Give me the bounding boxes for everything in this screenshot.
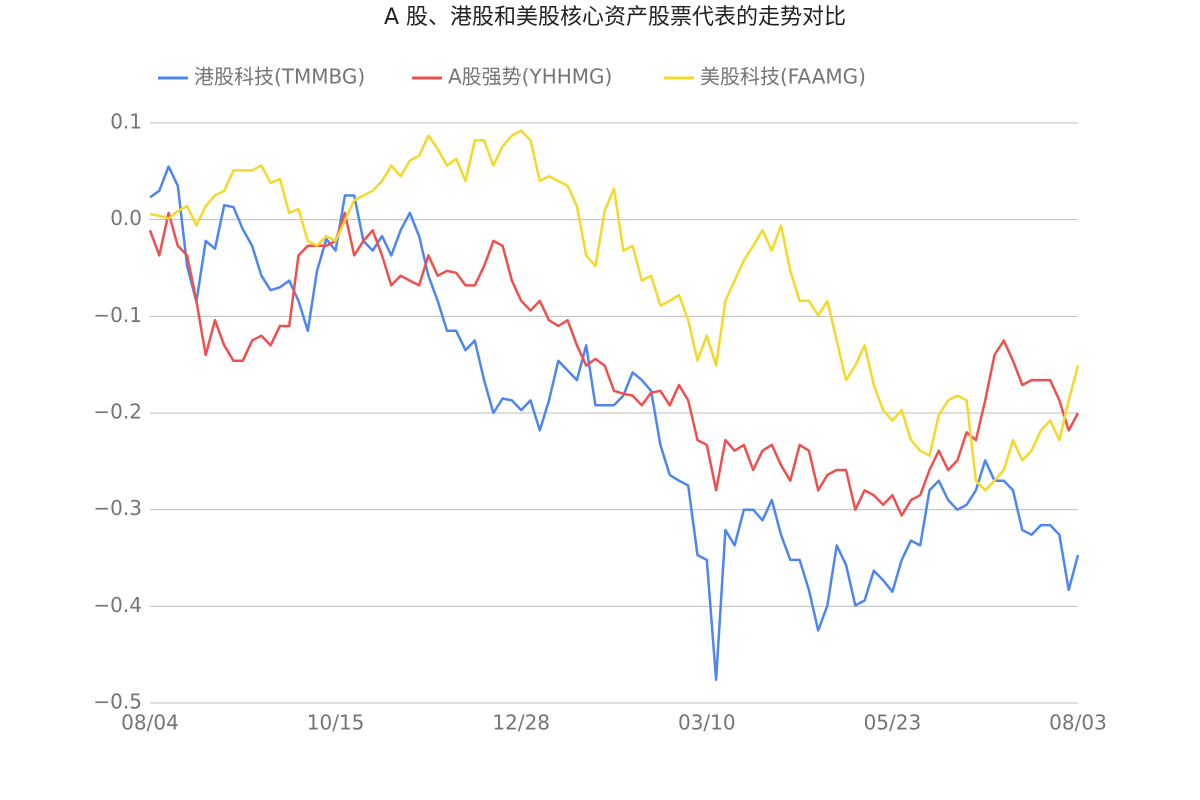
- x-tick-label: 08/04: [121, 711, 179, 735]
- x-tick-label: 03/10: [678, 711, 736, 735]
- x-tick-label: 10/15: [307, 711, 365, 735]
- series-line: [149, 129, 1080, 492]
- legend-label: A股强势(YHHMG): [448, 65, 612, 89]
- y-tick-label: −0.4: [93, 593, 142, 617]
- y-tick-label: −0.3: [93, 496, 142, 520]
- x-tick-label: 05/23: [864, 711, 922, 735]
- y-tick-label: −0.2: [93, 400, 142, 424]
- series-line: [149, 165, 1080, 682]
- y-tick-label: 0.1: [110, 110, 142, 134]
- x-tick-label: 08/03: [1049, 711, 1107, 735]
- legend-label: 港股科技(TMMBG): [194, 65, 365, 89]
- x-tick-label: 12/28: [492, 711, 550, 735]
- y-tick-label: 0.0: [110, 206, 142, 230]
- chart-title: A 股、港股和美股核心资产股票代表的走势对比: [384, 5, 846, 30]
- y-tick-label: −0.1: [93, 303, 142, 327]
- legend-label: 美股科技(FAAMG): [700, 65, 866, 89]
- series-line: [148, 211, 1080, 517]
- y-tick-label: −0.5: [93, 690, 142, 714]
